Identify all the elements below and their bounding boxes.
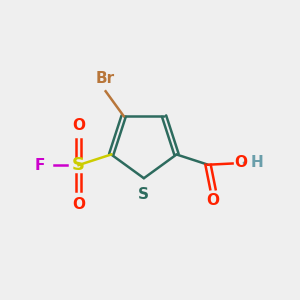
Text: O: O (234, 155, 247, 170)
Text: S: S (72, 156, 85, 174)
Text: O: O (72, 118, 85, 133)
Text: Br: Br (96, 71, 115, 86)
Text: F: F (35, 158, 45, 172)
Text: S: S (138, 187, 149, 202)
Text: O: O (206, 193, 219, 208)
Text: H: H (251, 155, 264, 170)
Text: O: O (72, 197, 85, 212)
